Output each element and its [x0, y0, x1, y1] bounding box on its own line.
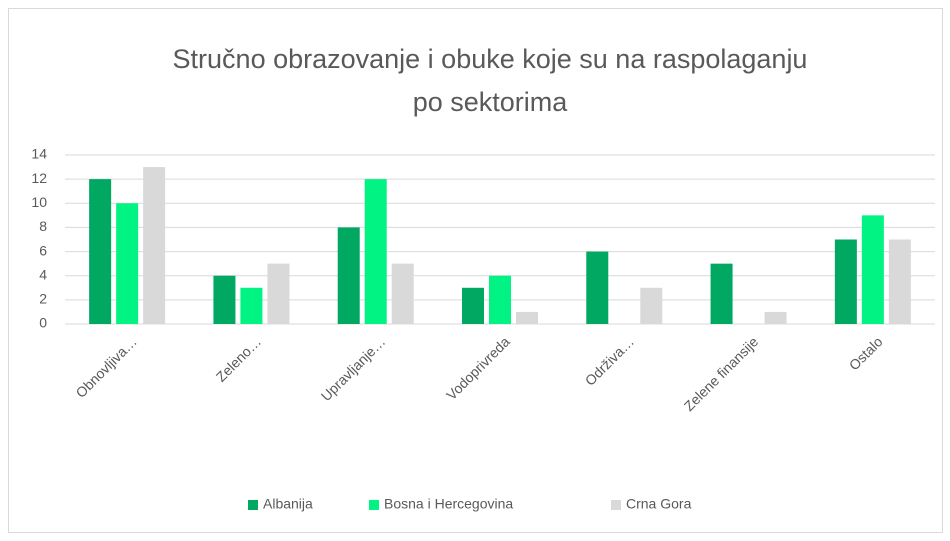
- bar: [640, 287, 663, 324]
- x-tick-label: Obnovljiva…: [72, 333, 139, 400]
- legend-label: Albanija: [263, 496, 313, 512]
- bar: [391, 263, 414, 324]
- legend-label: Bosna i Hercegovina: [384, 496, 513, 512]
- bar: [116, 203, 139, 324]
- y-tick-label: 12: [31, 170, 47, 186]
- y-tick-label: 8: [39, 218, 47, 234]
- legend-swatch: [611, 500, 621, 510]
- x-tick-label: Vodoprivreda: [443, 333, 513, 403]
- x-tick-label: Upravljanje…: [318, 333, 389, 404]
- bar: [764, 311, 787, 324]
- bar: [240, 287, 263, 324]
- bar: [710, 263, 733, 324]
- bar: [143, 167, 166, 324]
- bar: [861, 215, 884, 324]
- x-tick-label: Održiva…: [582, 333, 637, 388]
- bar: [213, 275, 236, 324]
- y-tick-label: 14: [31, 146, 47, 162]
- x-tick-label: Ostalo: [846, 333, 886, 373]
- bar: [516, 311, 538, 324]
- bar: [337, 227, 360, 324]
- chart-frame: [8, 8, 943, 533]
- y-tick-label: 0: [39, 315, 47, 331]
- y-tick-label: 6: [39, 242, 47, 258]
- chart-title: Stručno obrazovanje i obuke koje su na r…: [172, 44, 808, 117]
- y-tick-label: 10: [31, 194, 47, 210]
- bar: [586, 251, 609, 324]
- x-tick-label: Zelene finansije: [681, 333, 762, 414]
- legend-swatch: [369, 500, 379, 510]
- y-tick-label: 2: [39, 291, 47, 307]
- bar: [834, 239, 857, 324]
- bar: [364, 179, 387, 324]
- bar: [267, 263, 290, 324]
- legend-swatch: [248, 500, 258, 510]
- y-tick-label: 4: [39, 266, 47, 282]
- x-tick-label: Zeleno…: [213, 333, 264, 384]
- legend-label: Crna Gora: [626, 496, 692, 512]
- bar: [462, 287, 484, 324]
- bar: [888, 239, 911, 324]
- bar: [89, 179, 112, 324]
- bar: [489, 275, 511, 324]
